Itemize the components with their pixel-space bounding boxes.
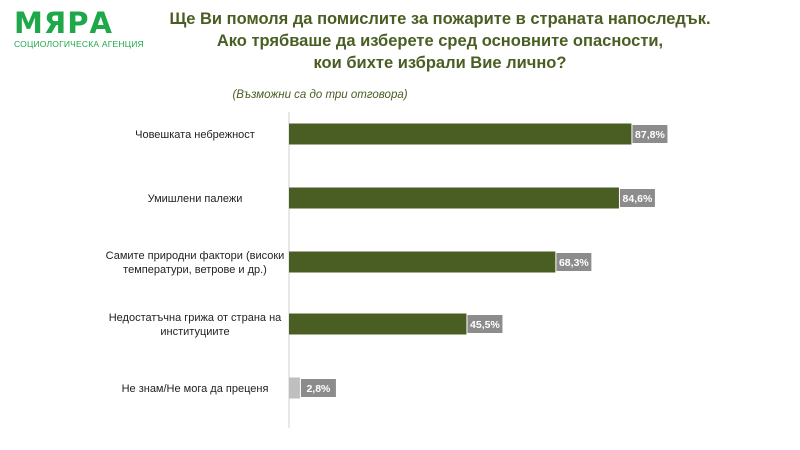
logo-tagline: СОЦИОЛОГИЧЕСКА АГЕНЦИЯ (14, 39, 144, 49)
bar-group: 2,8% Не знам/Не мога да преценя (122, 377, 336, 399)
category-label: Умишлени палежи (148, 193, 243, 205)
value-label-box (300, 379, 336, 397)
bar (289, 187, 619, 209)
category-label: Самите природни фактори (високи (106, 250, 285, 262)
logo-wordmark: МЯРА (14, 6, 113, 40)
bar-group: 87,8% Човешката небрежност (135, 123, 668, 145)
bar-group: 45,5% Недостатъчна грижа от страна на инст… (109, 312, 503, 338)
chart-title-line-1: Ще Ви помоля да помислите за пожарите в … (169, 10, 711, 28)
bar-group: 84,6% Умишлени палежи (148, 187, 655, 209)
chart-title: Ще Ви помоля да помислите за пожарите в … (120, 8, 760, 74)
bar (289, 251, 556, 273)
bar (289, 313, 467, 335)
value-label: 68,3% (559, 257, 589, 269)
value-label-box (632, 125, 668, 143)
category-label: Човешката небрежност (135, 129, 255, 141)
chart-subtitle: (Възможни са до три отговора) (232, 89, 408, 101)
category-label: Недостатъчна грижа от страна на (109, 312, 282, 324)
logo: МЯРА СОЦИОЛОГИЧЕСКА АГЕНЦИЯ (14, 8, 144, 49)
category-label: институциите (160, 326, 229, 338)
chart-title-line-2: Ако трябваше да изберете сред основните … (216, 32, 664, 50)
category-label: температури, ветрове и др.) (123, 264, 267, 276)
bar (289, 123, 632, 145)
bar (289, 377, 300, 399)
chart-title-line-3: кои бихте избрали Вие лично? (313, 54, 567, 72)
value-label: 84,6% (623, 193, 653, 205)
value-label: 87,8% (635, 129, 665, 141)
value-label: 2,8% (306, 383, 331, 395)
value-label-box (556, 253, 592, 271)
value-label-box (619, 189, 655, 207)
value-label: 45,5% (470, 319, 500, 331)
value-label-box (467, 315, 503, 333)
bar-group: 68,3% Самите природни фактори (високи темп… (106, 250, 592, 276)
category-label: Не знам/Не мога да преценя (122, 383, 269, 395)
